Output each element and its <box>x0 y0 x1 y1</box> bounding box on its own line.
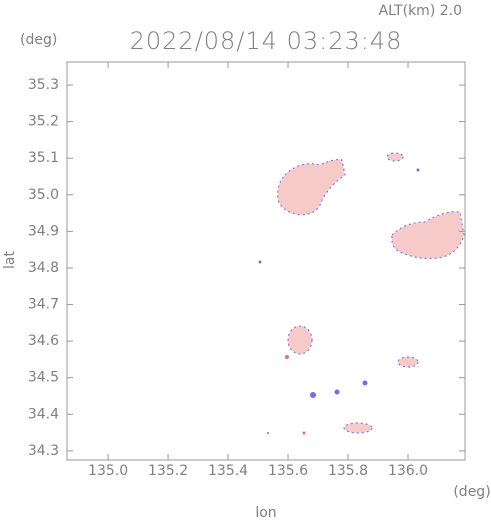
y-tick-label: 34.9 <box>28 223 59 239</box>
echo <box>302 431 306 435</box>
chart-title: 2022/08/14 03:23:48 <box>130 27 403 55</box>
y-tick-label: 35.3 <box>28 77 59 93</box>
y-tick-label: 35.0 <box>28 187 59 203</box>
x-tick-label: 135.6 <box>268 463 308 479</box>
x-tick-label: 135.4 <box>208 463 248 479</box>
echo <box>391 211 465 260</box>
echo <box>343 422 373 434</box>
radar-echoes <box>258 152 465 435</box>
y-tick-label: 35.1 <box>28 150 59 166</box>
altitude-label: ALT(km) 2.0 <box>379 3 462 19</box>
echo <box>386 152 404 162</box>
y-tick-label: 34.7 <box>28 297 59 313</box>
echo <box>416 168 420 172</box>
echo <box>287 325 313 355</box>
echo <box>267 432 269 434</box>
y-unit: (deg) <box>20 32 57 48</box>
echo <box>334 389 340 395</box>
x-tick-label: 135.0 <box>88 463 128 479</box>
x-tick-label: 135.8 <box>328 463 368 479</box>
echo <box>310 392 316 398</box>
y-tick-label: 34.5 <box>28 370 59 386</box>
x-tick-label: 135.2 <box>148 463 188 479</box>
y-tick-label: 34.6 <box>28 333 59 349</box>
x-unit: (deg) <box>453 484 490 500</box>
echo <box>277 158 346 216</box>
x-tick-label: 136.0 <box>388 463 428 479</box>
echo <box>397 356 419 368</box>
echo <box>258 260 262 264</box>
echo <box>285 355 289 359</box>
y-tick-label: 34.3 <box>28 443 59 459</box>
y-tick-label: 34.4 <box>28 406 59 422</box>
x-axis-title: lon <box>255 505 276 521</box>
y-axis-title: lat <box>2 251 18 269</box>
y-tick-label: 35.2 <box>28 114 59 130</box>
echo <box>362 380 368 386</box>
y-tick-label: 34.8 <box>28 260 59 276</box>
plot-frame <box>66 61 466 461</box>
